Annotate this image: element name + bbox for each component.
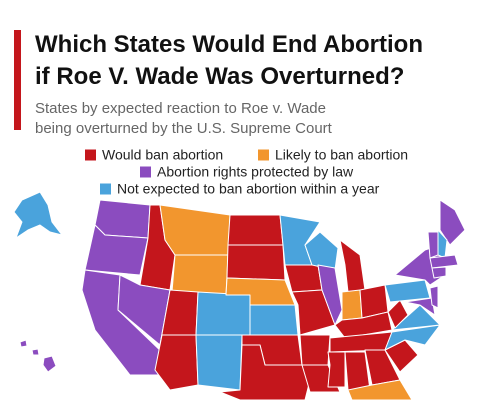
state-region bbox=[284, 264, 323, 293]
legend-label: Abortion rights protected by law bbox=[157, 164, 354, 180]
state-region bbox=[384, 279, 431, 303]
state-region bbox=[304, 231, 339, 271]
state-region bbox=[159, 204, 231, 256]
state-region bbox=[171, 254, 229, 296]
state-region bbox=[19, 339, 28, 348]
state-region bbox=[347, 379, 413, 400]
state-region bbox=[339, 239, 366, 293]
legend-swatch bbox=[140, 166, 151, 178]
state-region bbox=[31, 348, 40, 356]
state-region bbox=[317, 264, 343, 326]
state-region bbox=[387, 299, 409, 329]
legend-swatch bbox=[258, 149, 269, 161]
state-region bbox=[226, 244, 286, 281]
state-region bbox=[84, 224, 149, 276]
state-region bbox=[427, 231, 439, 259]
state-region bbox=[195, 334, 243, 391]
state-region bbox=[299, 334, 331, 366]
state-region bbox=[404, 297, 436, 316]
state-region bbox=[429, 285, 439, 309]
legend-swatch bbox=[85, 149, 96, 161]
state-region bbox=[42, 355, 57, 373]
title-line: Which States Would End Abortion bbox=[35, 31, 423, 58]
legend-label: Would ban abortion bbox=[102, 147, 223, 163]
subtitle-line: States by expected reaction to Roe v. Wa… bbox=[35, 100, 326, 117]
legend: Would ban abortion Likely to ban abortion… bbox=[85, 147, 408, 197]
state-region bbox=[431, 266, 447, 279]
subtitle-line: being overturned by the U.S. Supreme Cou… bbox=[35, 120, 333, 137]
state-region bbox=[13, 191, 63, 239]
state-region bbox=[327, 351, 346, 388]
state-region bbox=[94, 199, 151, 239]
map bbox=[13, 191, 466, 400]
state-region bbox=[227, 214, 284, 246]
legend-label: Not expected to ban abortion within a ye… bbox=[117, 181, 380, 197]
state-region bbox=[329, 331, 393, 353]
state-region bbox=[249, 304, 299, 336]
state-region bbox=[439, 199, 466, 246]
state-region bbox=[195, 291, 251, 336]
title-line: if Roe V. Wade Was Overturned? bbox=[35, 63, 404, 90]
accent-bar bbox=[14, 30, 21, 130]
state-region bbox=[341, 289, 363, 321]
state-region bbox=[429, 254, 459, 269]
legend-label: Likely to ban abortion bbox=[275, 147, 408, 163]
state-region bbox=[154, 334, 199, 391]
legend-swatch bbox=[100, 183, 111, 195]
state-region bbox=[219, 344, 311, 400]
state-region bbox=[291, 289, 336, 336]
